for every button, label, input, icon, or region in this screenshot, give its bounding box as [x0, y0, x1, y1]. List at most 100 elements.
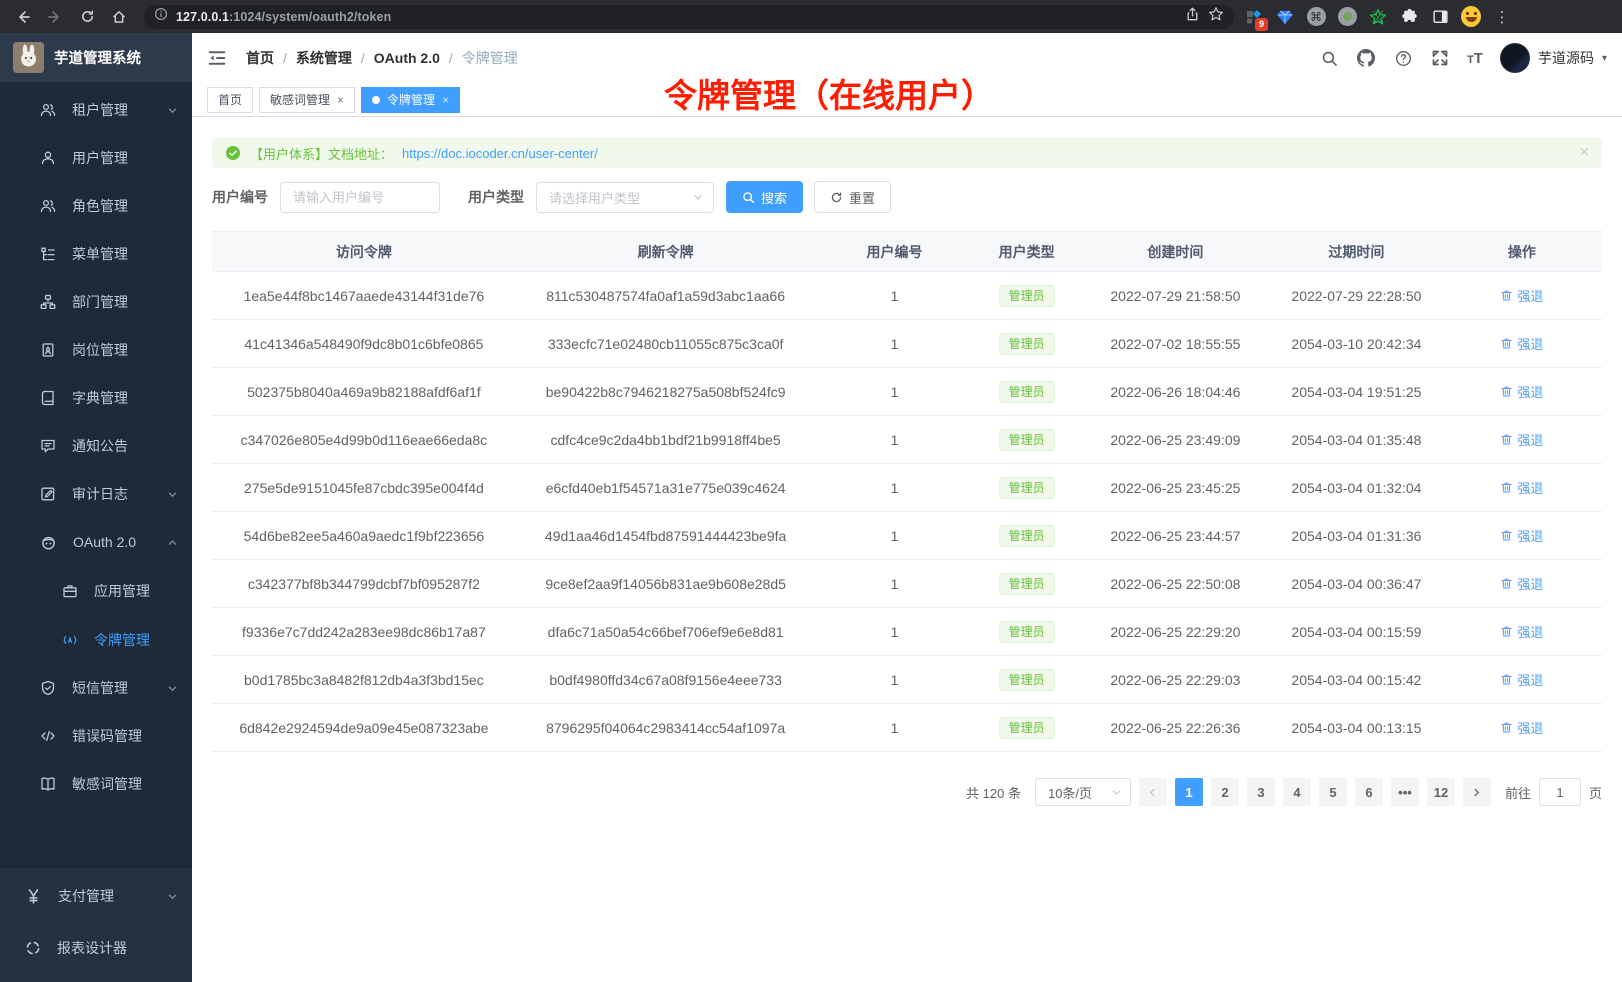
cell-access-token: 1ea5e44f8bc1467aaede43144f31de76 [212, 271, 516, 320]
browser-home-icon[interactable] [106, 4, 132, 30]
sidebar-collapse-icon[interactable] [207, 47, 229, 69]
command-extension-icon[interactable]: ⌘ [1306, 7, 1326, 27]
next-page-button[interactable] [1462, 778, 1491, 806]
force-logout-button[interactable]: 强退 [1500, 286, 1543, 305]
search-icon[interactable] [1319, 48, 1339, 68]
browser-reload-icon[interactable] [74, 4, 100, 30]
page-button-1[interactable]: 1 [1174, 778, 1203, 806]
user-id-input[interactable] [280, 181, 440, 213]
bookmark-star-icon[interactable] [1208, 6, 1224, 27]
share-icon[interactable] [1185, 7, 1200, 27]
browser-menu-icon[interactable]: ⋮ [1494, 8, 1510, 26]
force-logout-button[interactable]: 强退 [1500, 334, 1543, 353]
cell-user-type: 管理员 [973, 559, 1080, 608]
refresh-icon [831, 191, 842, 202]
cell-refresh-token: 49d1aa46d1454fbd87591444423be9fa [515, 511, 816, 560]
user-type-select[interactable]: 请选择用户类型 [536, 181, 714, 213]
prev-page-button[interactable] [1138, 778, 1167, 806]
force-logout-button[interactable]: 强退 [1500, 622, 1543, 641]
site-info-icon[interactable] [154, 7, 168, 26]
breadcrumb-oauth[interactable]: OAuth 2.0 [374, 50, 462, 66]
cell-refresh-token: 9ce8ef2aa9f14056b831ae9b608e28d5 [515, 559, 816, 608]
table-row: f9336e7c7dd242a283ee98dc86b17a87 dfa6c71… [212, 607, 1602, 656]
sidebar-item-tenant[interactable]: 租户管理 [0, 86, 192, 134]
profile-avatar[interactable] [1461, 6, 1481, 27]
cell-actions: 强退 [1441, 703, 1602, 752]
reset-button[interactable]: 重置 [814, 181, 892, 213]
cell-expires: 2054-03-04 00:15:59 [1271, 607, 1442, 656]
fullscreen-icon[interactable] [1430, 48, 1450, 68]
font-size-icon[interactable]: TT [1467, 49, 1483, 67]
help-icon[interactable] [1393, 48, 1413, 68]
breadcrumb-system[interactable]: 系统管理 [296, 48, 374, 68]
close-icon[interactable]: × [442, 92, 450, 107]
sidebar-item-post[interactable]: 岗位管理 [0, 326, 192, 374]
sidebar-item-errcode[interactable]: 错误码管理 [0, 712, 192, 760]
browser-forward-icon[interactable] [42, 4, 68, 30]
cell-created: 2022-06-25 23:45:25 [1079, 463, 1272, 512]
page-button-4[interactable]: 4 [1282, 778, 1311, 806]
sidebar-item-sms[interactable]: 短信管理 [0, 664, 192, 712]
side-panel-icon[interactable] [1430, 7, 1450, 27]
user-menu[interactable]: 芋道源码 ▾ [1499, 43, 1607, 73]
page-button-5[interactable]: 5 [1318, 778, 1347, 806]
record-extension-icon[interactable] [1337, 7, 1357, 27]
app-logo[interactable]: 芋道管理系统 [0, 33, 192, 82]
breadcrumb-home[interactable]: 首页 [246, 48, 296, 68]
sidebar-item-dict[interactable]: 字典管理 [0, 374, 192, 422]
browser-back-icon[interactable] [10, 4, 36, 30]
wallet-extension-icon[interactable]: 9 [1244, 7, 1268, 31]
page-button-12[interactable]: 12 [1426, 778, 1455, 806]
tab-sensitive-words[interactable]: 敏感词管理 × [259, 86, 356, 113]
force-logout-button[interactable]: 强退 [1500, 670, 1543, 689]
trash-icon [1501, 482, 1512, 493]
sidebar-item-menu[interactable]: 菜单管理 [0, 230, 192, 278]
table-row: b0d1785bc3a8482f812db4a3f3bd15ec b0df498… [212, 655, 1602, 704]
sidebar-item-dept[interactable]: 部门管理 [0, 278, 192, 326]
sidebar-item-audit[interactable]: 审计日志 [0, 470, 192, 518]
user-type-badge: 管理员 [998, 572, 1055, 595]
force-logout-button[interactable]: 强退 [1500, 430, 1543, 449]
cell-access-token: c347026e805e4d99b0d116eae66eda8c [212, 415, 516, 464]
puzzle-extensions-icon[interactable] [1399, 7, 1419, 27]
close-icon[interactable]: × [337, 92, 345, 107]
force-logout-button[interactable]: 强退 [1500, 574, 1543, 593]
alert-close-icon[interactable]: × [1579, 144, 1589, 161]
sidebar-item-oauth-token[interactable]: 令牌管理 [0, 615, 192, 664]
cell-user-type: 管理员 [973, 319, 1080, 368]
page-button-6[interactable]: 6 [1354, 778, 1383, 806]
green-star-extension-icon[interactable] [1368, 7, 1388, 27]
cell-expires: 2022-07-29 22:28:50 [1271, 271, 1442, 320]
page-button-2[interactable]: 2 [1210, 778, 1239, 806]
sidebar-item-notice[interactable]: 通知公告 [0, 422, 192, 470]
cell-expires: 2054-03-04 00:13:15 [1271, 703, 1442, 752]
force-logout-button[interactable]: 强退 [1500, 478, 1543, 497]
force-logout-button[interactable]: 强退 [1500, 526, 1543, 545]
sidebar-item-pay[interactable]: 支付管理 [0, 870, 192, 922]
page-ellipsis-button[interactable]: ••• [1390, 778, 1419, 806]
github-icon[interactable] [1356, 48, 1376, 68]
cell-created: 2022-06-25 22:26:36 [1079, 703, 1272, 752]
search-button[interactable]: 搜索 [726, 181, 804, 213]
sidebar-item-sensitive[interactable]: 敏感词管理 [0, 760, 192, 808]
cell-expires: 2054-03-04 01:31:36 [1271, 511, 1442, 560]
sidebar-item-user[interactable]: 用户管理 [0, 134, 192, 182]
cell-actions: 强退 [1441, 559, 1602, 608]
force-logout-button[interactable]: 强退 [1500, 718, 1543, 737]
table-row: 6d842e2924594de9a09e45e087323abe 8796295… [212, 703, 1602, 752]
col-expires: 过期时间 [1271, 231, 1442, 272]
page-size-select[interactable]: 10条/页 [1034, 778, 1131, 806]
trash-icon [1501, 674, 1512, 685]
goto-page-input[interactable] [1538, 778, 1581, 806]
force-logout-button[interactable]: 强退 [1500, 382, 1543, 401]
tab-token-management[interactable]: 令牌管理 × [361, 86, 461, 113]
doc-link[interactable]: https://doc.iocoder.cn/user-center/ [402, 145, 598, 161]
url-bar[interactable]: 127.0.0.1:1024/system/oauth2/token [144, 4, 1234, 29]
page-button-3[interactable]: 3 [1246, 778, 1275, 806]
gem-extension-icon[interactable] [1275, 7, 1295, 27]
sidebar-item-oauth-app[interactable]: 应用管理 [0, 566, 192, 615]
sidebar-item-oauth[interactable]: OAuth 2.0 [0, 518, 192, 566]
sidebar-item-role[interactable]: 角色管理 [0, 182, 192, 230]
tab-home[interactable]: 首页 [207, 86, 254, 113]
sidebar-item-report[interactable]: 报表设计器 [0, 922, 192, 974]
